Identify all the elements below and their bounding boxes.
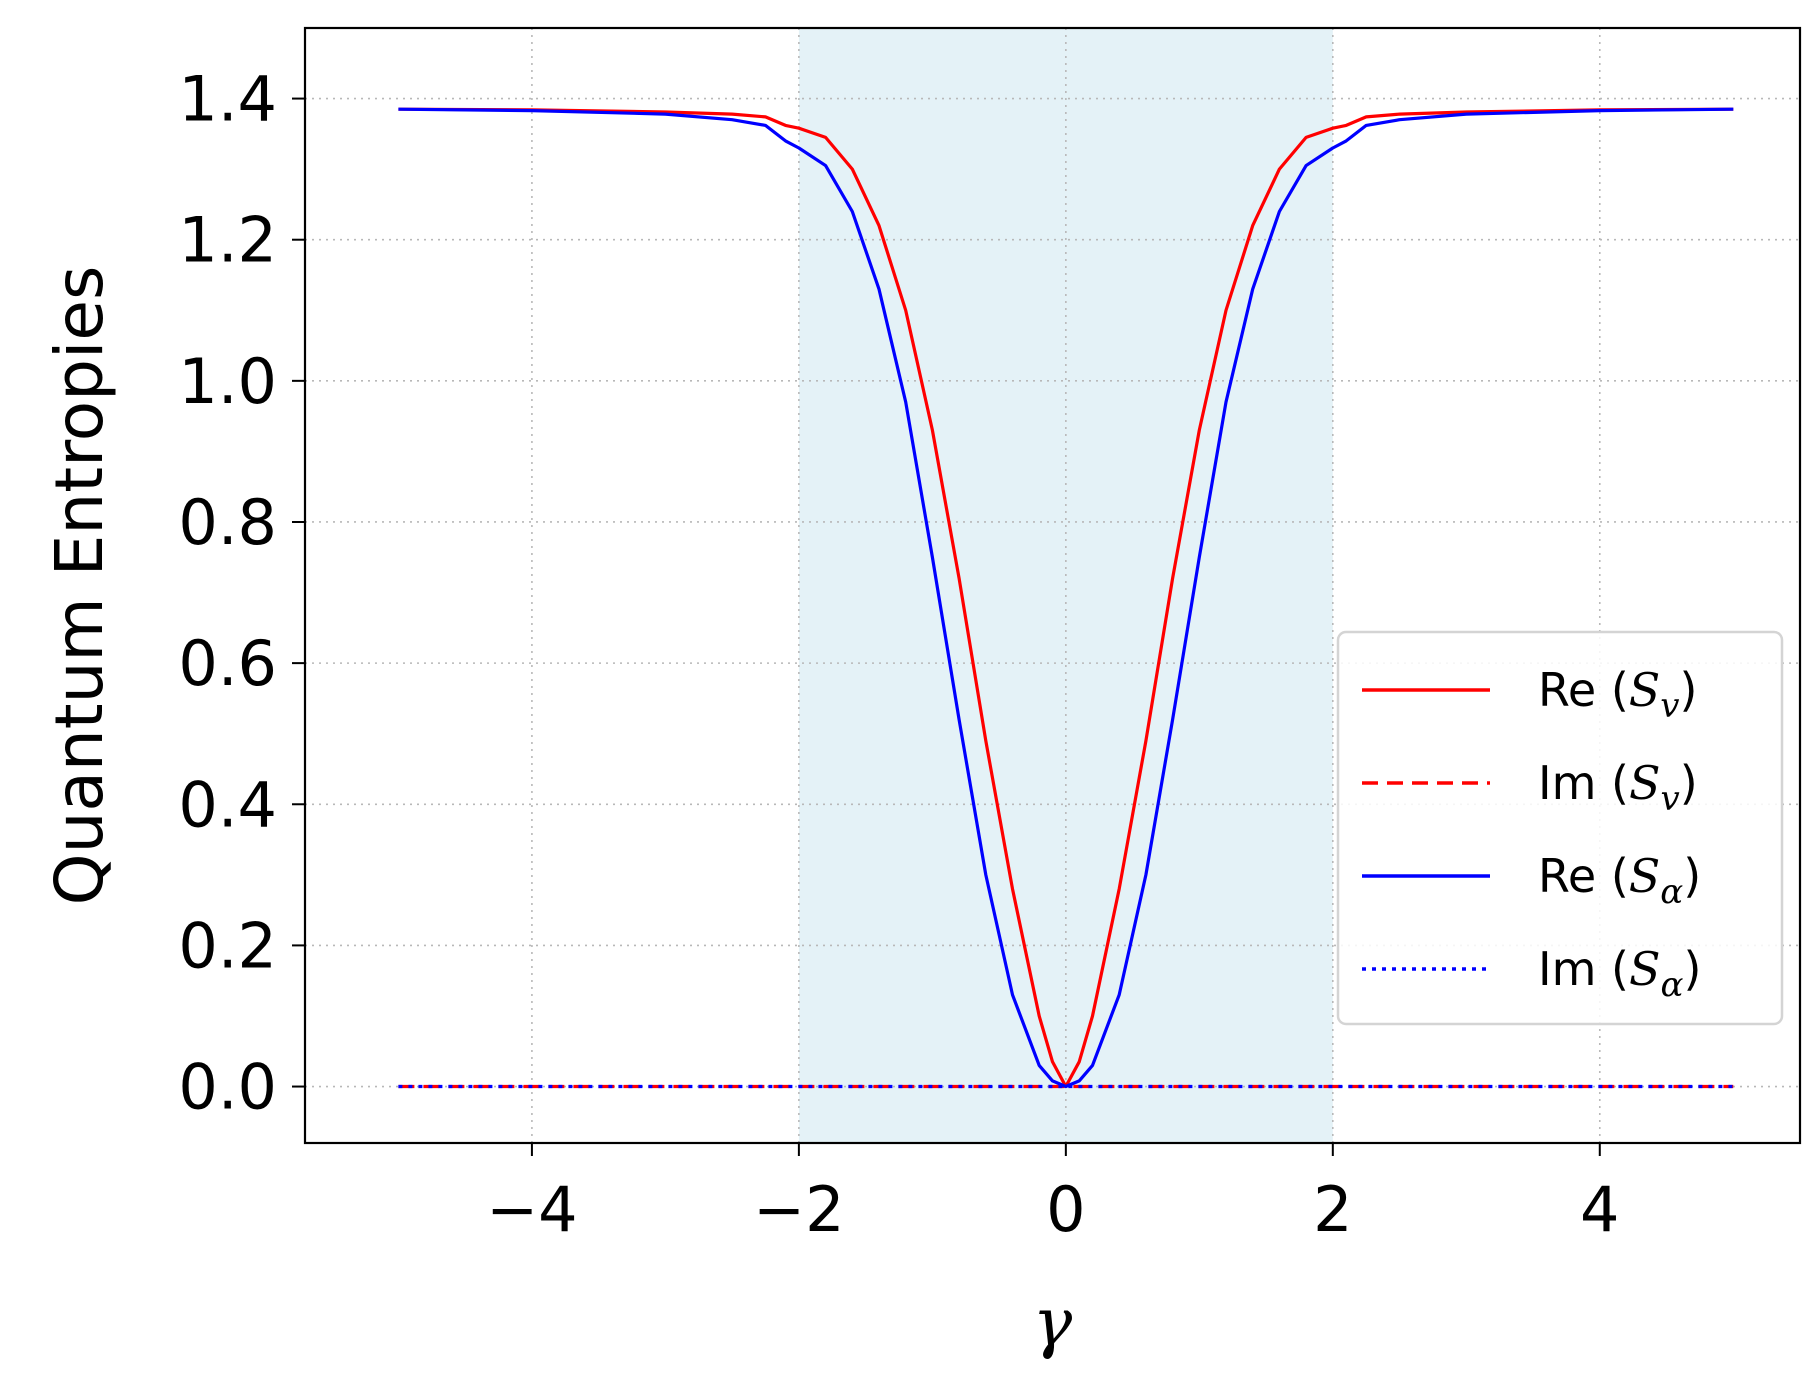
series-line-3 — [398, 107, 1734, 1089]
legend-entry-label: Re (Sα) — [1538, 849, 1701, 912]
series-layer — [398, 107, 1734, 1089]
x-tick-label: 4 — [1580, 1173, 1619, 1246]
plot-frame — [303, 26, 1802, 1145]
x-axis-label: γ — [1033, 1284, 1073, 1361]
y-axis-label: Quantum Entropies — [41, 266, 118, 906]
shaded-region — [798, 28, 1333, 1143]
y-tick-label: 1.4 — [178, 63, 277, 136]
legend-entry-label: Re (Sv) — [1538, 663, 1697, 726]
y-tick-label: 1.2 — [178, 204, 277, 277]
x-tick-label: 0 — [1046, 1173, 1085, 1246]
x-tick-label: 2 — [1313, 1173, 1352, 1246]
legend-entry-label: Im (Sv) — [1538, 756, 1698, 819]
y-tick-label: 1.0 — [178, 345, 277, 418]
y-axis-ticks: 0.0 0.2 0.4 0.6 0.8 1.0 1.2 1.4 — [178, 63, 305, 1124]
x-tick-label: −2 — [753, 1173, 844, 1246]
y-tick-label: 0.6 — [178, 627, 277, 700]
legend-entry-label: Im (Sα) — [1538, 942, 1701, 1005]
x-tick-label: −4 — [486, 1173, 577, 1246]
y-tick-label: 0.2 — [178, 909, 277, 982]
y-tick-label: 0.4 — [178, 768, 277, 841]
legend: Re (Sv) Im (Sv) Re (Sα) Im (Sα) — [1336, 630, 1784, 1026]
x-axis-ticks: −4 −2 0 2 4 — [486, 1143, 1620, 1246]
y-tick-label: 0.0 — [178, 1051, 277, 1124]
shaded-region-layer — [798, 28, 1333, 1143]
legend-box — [1336, 630, 1784, 1026]
y-tick-label: 0.8 — [178, 486, 277, 559]
